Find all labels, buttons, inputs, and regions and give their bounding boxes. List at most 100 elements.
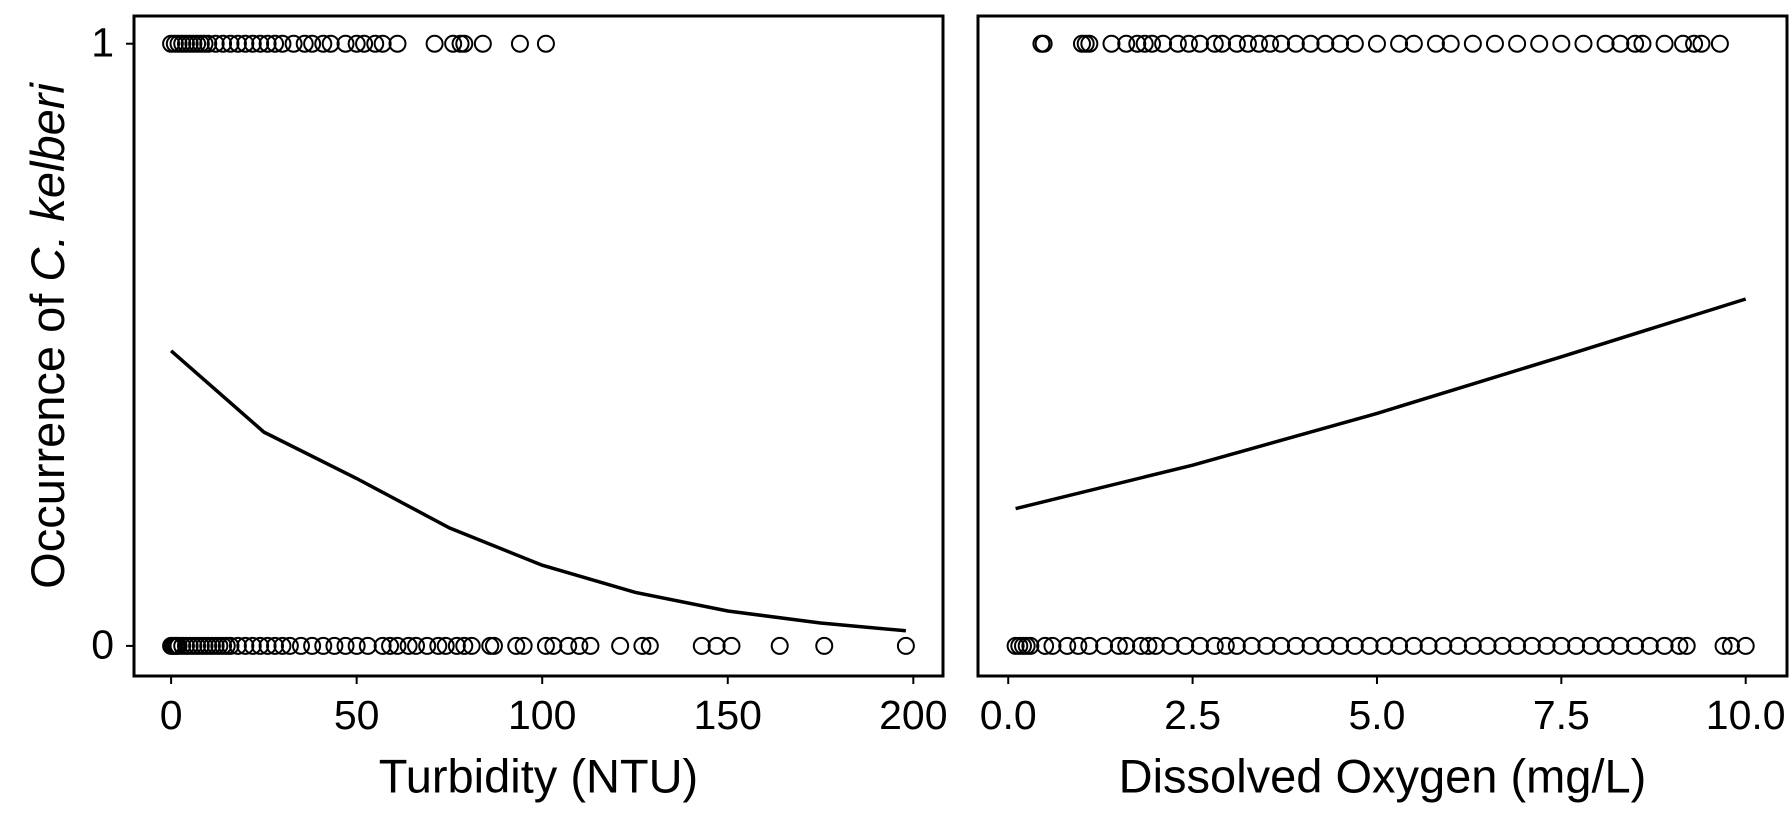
data-point [633,636,652,655]
data-point [692,636,711,655]
fitted-curve [1015,297,1747,511]
data-point [251,636,270,655]
data-point [295,34,314,53]
data-point [1552,636,1571,655]
data-point [258,34,277,53]
data-point [1537,636,1556,655]
data-point [425,34,444,53]
data-point [1205,34,1224,53]
data-point [1670,636,1689,655]
x-tick-label: 7.5 [1533,692,1590,738]
data-point [1227,636,1246,655]
data-point [1043,636,1062,655]
data-point [1596,636,1615,655]
data-point [1168,34,1187,53]
data-point [266,34,285,53]
data-point [1176,636,1195,655]
data-point [510,34,529,53]
data-point [273,34,292,53]
data-point [221,636,240,655]
data-point [429,636,448,655]
data-point [1640,636,1659,655]
data-point [1390,34,1409,53]
data-point [722,636,741,655]
data-point [1036,636,1055,655]
data-point [1655,636,1674,655]
x-tick-label: 0 [160,692,183,738]
data-point [1522,636,1541,655]
data-point [1360,636,1379,655]
data-point [1345,34,1364,53]
data-point [1257,636,1276,655]
data-point [570,636,589,655]
data-point [1117,34,1136,53]
data-point [1146,636,1165,655]
data-point [1493,636,1512,655]
data-point [611,636,630,655]
data-point [366,34,385,53]
data-point [325,636,344,655]
data-point [314,636,333,655]
data-point [1478,636,1497,655]
data-point [1633,34,1652,53]
data-point [544,636,563,655]
data-point [347,636,366,655]
data-point [1710,34,1729,53]
data-point [1205,636,1224,655]
x-tick-label: 50 [334,692,380,738]
y-axis-label-part: Occurrence of [21,293,74,589]
data-point [206,34,225,53]
data-point [1714,636,1733,655]
data-point [243,636,262,655]
data-point [336,34,355,53]
data-point [1655,34,1674,53]
data-point [815,636,834,655]
y-tick-label: 1 [91,20,114,66]
data-point [358,636,377,655]
data-point [221,34,240,53]
data-point [228,636,247,655]
data-point [399,636,418,655]
x-tick-label: 100 [508,692,576,738]
data-point [1626,636,1645,655]
data-point [1345,636,1364,655]
data-point [388,636,407,655]
data-point [291,636,310,655]
data-point [1419,636,1438,655]
data-point [536,636,555,655]
data-point [507,636,526,655]
data-point [381,636,400,655]
data-point [1508,636,1527,655]
data-point [1272,34,1291,53]
data-point [1301,34,1320,53]
data-point [336,636,355,655]
data-point [1261,34,1280,53]
data-point [536,34,555,53]
data-point [1117,636,1136,655]
data-point [266,636,285,655]
data-point [321,34,340,53]
data-point [1190,34,1209,53]
data-point [1249,34,1268,53]
data-point [1034,34,1053,53]
data-point [1331,34,1350,53]
data-point [1508,34,1527,53]
data-point [407,636,426,655]
data-point [1095,636,1114,655]
data-point [640,636,659,655]
data-point [418,636,437,655]
x-axis-label: Dissolved Oxygen (mg/L) [1119,749,1647,802]
data-point [1242,636,1261,655]
y-tick-label: 0 [91,622,114,668]
data-point [455,636,474,655]
data-point [1449,636,1468,655]
data-point [1685,34,1704,53]
y-axis-label: Occurrence of C. kelberi [21,82,74,589]
data-point [1375,636,1394,655]
data-point [1102,34,1121,53]
data-point [770,636,789,655]
data-point [1611,636,1630,655]
data-point [1463,34,1482,53]
data-point [1301,636,1320,655]
data-point [1574,34,1593,53]
